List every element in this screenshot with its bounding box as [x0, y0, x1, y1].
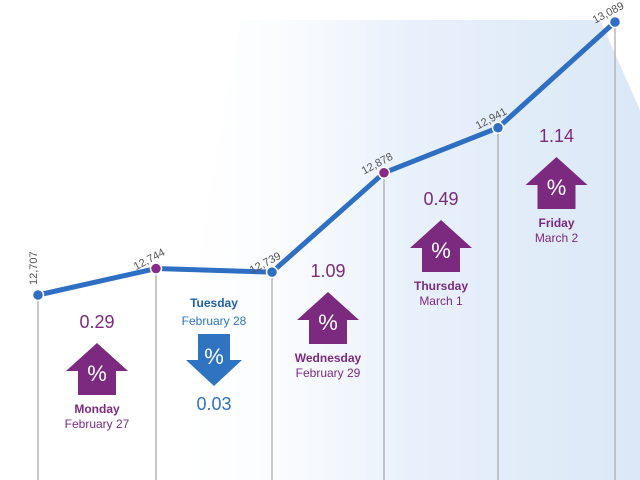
change-value: 1.14 [539, 126, 574, 146]
change-value: 1.09 [310, 261, 345, 281]
date: March 1 [419, 294, 463, 308]
day: Thursday [414, 279, 468, 293]
point [149, 262, 163, 275]
change-value: 0.49 [423, 189, 458, 209]
day: Monday [74, 402, 120, 416]
point [377, 166, 391, 180]
point [265, 265, 279, 279]
point [491, 121, 505, 135]
value-label: 12,707 [28, 251, 40, 285]
change-value: 0.03 [196, 394, 231, 414]
day: Wednesday [295, 351, 362, 365]
percent-symbol: % [318, 310, 338, 335]
date: February 29 [296, 366, 361, 380]
change-arrow [66, 343, 128, 395]
date: March 2 [535, 231, 579, 245]
date: February 28 [182, 314, 247, 328]
point [608, 15, 622, 29]
percent-symbol: % [87, 361, 107, 386]
percent-symbol: % [431, 238, 451, 263]
day: Tuesday [190, 296, 238, 310]
background-shade [160, 20, 640, 480]
change-arrow [186, 334, 242, 386]
change-arrow [297, 292, 359, 344]
day: Friday [538, 216, 574, 230]
percent-symbol: % [204, 344, 224, 369]
change-arrow [525, 157, 588, 209]
percent-symbol: % [547, 175, 567, 200]
line [37, 20, 617, 298]
change-arrow [410, 220, 472, 272]
date: February 27 [65, 417, 130, 431]
change-value: 0.29 [79, 312, 114, 332]
point [31, 288, 45, 302]
